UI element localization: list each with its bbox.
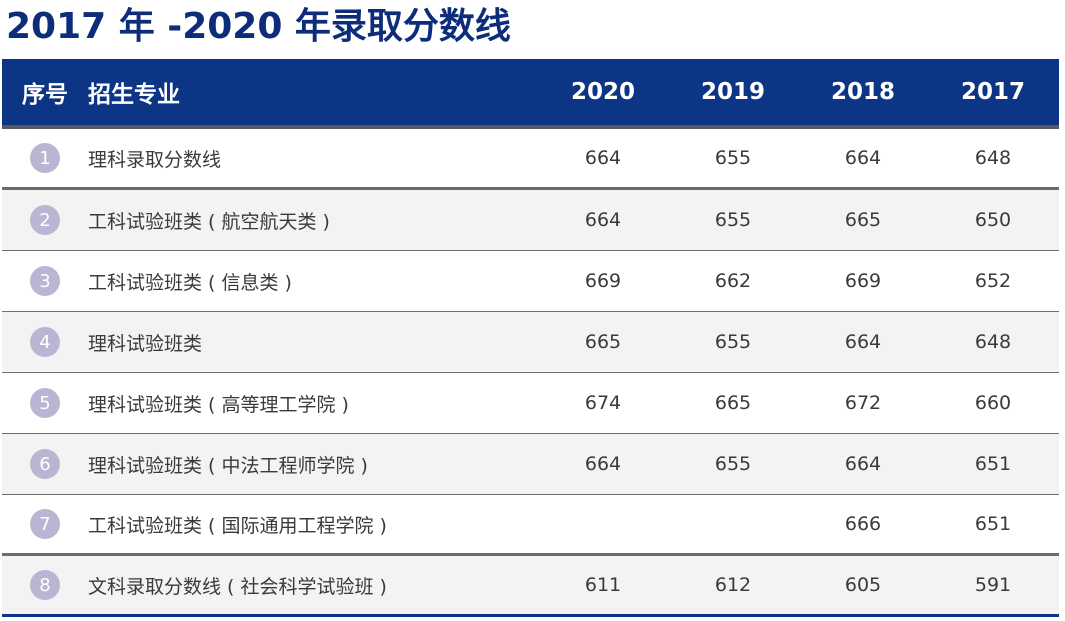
table-row: 1 理科录取分数线 664 655 664 648: [2, 129, 1059, 190]
score-2019: [668, 495, 798, 553]
table-row: 4 理科试验班类 665 655 664 648: [2, 312, 1059, 373]
score-2017: 650: [974, 209, 1012, 231]
row-number-badge: 6: [30, 449, 60, 479]
score-2017: 648: [974, 331, 1012, 353]
score-2020: 674: [584, 392, 622, 414]
major-name: 工科试验班类 ( 航空航天类 ): [88, 210, 330, 233]
header-2017: 2017: [960, 79, 1025, 105]
major-name: 工科试验班类 ( 国际通用工程学院 ): [88, 514, 387, 537]
score-2019: 662: [714, 270, 752, 292]
score-2020: 664: [584, 147, 622, 169]
table-row: 3 工科试验班类 ( 信息类 ) 669 662 669 652: [2, 251, 1059, 312]
table-header: 序号 招生专业 2020 2019 2018 2017: [2, 59, 1059, 129]
table-row: 6 理科试验班类 ( 中法工程师学院 ) 664 655 664 651: [2, 434, 1059, 495]
score-2018: 605: [844, 574, 882, 596]
score-2018: 672: [844, 392, 882, 414]
row-number-badge: 1: [30, 143, 60, 173]
major-name: 理科试验班类 ( 高等理工学院 ): [88, 393, 349, 416]
row-number-badge: 8: [30, 570, 60, 600]
score-2017: 648: [974, 147, 1012, 169]
score-2019: 655: [714, 147, 752, 169]
score-2019: 665: [714, 392, 752, 414]
score-2020: 664: [584, 453, 622, 475]
header-no: 序号: [22, 82, 68, 108]
row-number-badge: 5: [30, 388, 60, 418]
page-title: 2017 年 -2020 年录取分数线: [6, 6, 511, 47]
score-2020: [538, 495, 668, 553]
row-number-badge: 4: [30, 327, 60, 357]
header-2019: 2019: [700, 79, 765, 105]
score-2018: 665: [844, 209, 882, 231]
major-name: 工科试验班类 ( 信息类 ): [88, 271, 292, 294]
major-name: 文科录取分数线 ( 社会科学试验班 ): [88, 575, 387, 598]
header-2018: 2018: [830, 79, 895, 105]
score-2017: 591: [974, 574, 1012, 596]
major-name: 理科试验班类 ( 中法工程师学院 ): [88, 454, 368, 477]
score-2018: 669: [844, 270, 882, 292]
row-number-badge: 7: [30, 509, 60, 539]
score-2017: 651: [974, 513, 1012, 535]
major-name: 理科录取分数线: [88, 148, 222, 171]
table-row: 2 工科试验班类 ( 航空航天类 ) 664 655 665 650: [2, 190, 1059, 251]
table-row: 8 文科录取分数线 ( 社会科学试验班 ) 611 612 605 591: [2, 556, 1059, 617]
table-row: 5 理科试验班类 ( 高等理工学院 ) 674 665 672 660: [2, 373, 1059, 434]
row-number-badge: 3: [30, 266, 60, 296]
score-2017: 660: [974, 392, 1012, 414]
score-2019: 612: [714, 574, 752, 596]
score-2019: 655: [714, 453, 752, 475]
header-2020: 2020: [570, 79, 635, 105]
score-2017: 651: [974, 453, 1012, 475]
row-number-badge: 2: [30, 205, 60, 235]
score-2019: 655: [714, 331, 752, 353]
score-2018: 666: [844, 513, 882, 535]
score-2018: 664: [844, 147, 882, 169]
score-2018: 664: [844, 331, 882, 353]
table-row: 7 工科试验班类 ( 国际通用工程学院 ) 666 651: [2, 495, 1059, 556]
score-2019: 655: [714, 209, 752, 231]
score-table: 序号 招生专业 2020 2019 2018 2017 1 理科录取分数线 66…: [2, 59, 1059, 617]
score-2018: 664: [844, 453, 882, 475]
header-major: 招生专业: [88, 82, 180, 108]
major-name: 理科试验班类: [88, 332, 203, 355]
score-2020: 669: [584, 270, 622, 292]
score-2020: 611: [584, 574, 622, 596]
score-2017: 652: [974, 270, 1012, 292]
score-2020: 664: [584, 209, 622, 231]
score-2020: 665: [584, 331, 622, 353]
